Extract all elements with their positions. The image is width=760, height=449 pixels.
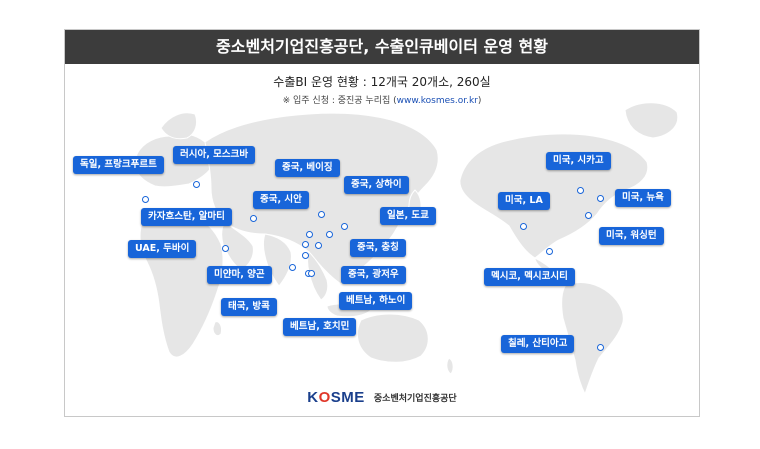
location-label-beijing: 중국, 베이징 xyxy=(275,159,340,177)
location-label-moscow: 러시아, 모스크바 xyxy=(173,146,256,164)
marker-mexicocity xyxy=(546,248,553,255)
marker-hochiminh xyxy=(308,270,315,277)
location-label-yangon: 미얀마, 양곤 xyxy=(207,266,272,284)
location-label-shanghai: 중국, 상하이 xyxy=(344,176,409,194)
location-label-tokyo: 일본, 도쿄 xyxy=(380,207,436,225)
marker-santiago xyxy=(597,344,604,351)
marker-almaty xyxy=(250,215,257,222)
logo-org-name: 중소벤처기업진흥공단 xyxy=(373,394,457,404)
location-label-hochiminh: 베트남, 호치민 xyxy=(283,318,357,336)
location-label-chicago: 미국, 시카고 xyxy=(546,152,611,170)
marker-newyork xyxy=(597,195,604,202)
marker-hanoi xyxy=(302,252,309,259)
location-label-almaty: 카자흐스탄, 알마티 xyxy=(141,208,232,226)
marker-tokyo xyxy=(341,223,348,230)
location-label-chongqing: 중국, 충칭 xyxy=(350,239,406,257)
kosmes-logo: KOSME 중소벤처기업진흥공단 xyxy=(65,387,699,406)
marker-dubai xyxy=(222,245,229,252)
location-label-newyork: 미국, 뉴욕 xyxy=(615,189,671,207)
location-label-santiago: 칠레, 산티아고 xyxy=(501,335,575,353)
marker-chicago xyxy=(577,187,584,194)
marker-xian xyxy=(306,231,313,238)
note-suffix: ) xyxy=(477,96,482,106)
marker-chongqing xyxy=(302,241,309,248)
location-label-la: 미국, LA xyxy=(498,192,550,210)
location-label-hanoi: 베트남, 하노이 xyxy=(339,292,413,310)
kosmes-website-link[interactable]: www.kosmes.or.kr xyxy=(396,96,478,106)
logo-wordmark: KOSME xyxy=(307,389,365,406)
operation-summary: 수출BI 운영 현황 : 12개국 20개소, 260실 xyxy=(273,75,491,89)
application-note: ※ 입주 신청 : 중진공 누리집 (www.kosmes.or.kr) xyxy=(65,93,699,106)
marker-guangzhou xyxy=(315,242,322,249)
location-label-frankfurt: 독일, 프랑크푸르트 xyxy=(73,156,164,174)
location-label-dubai: UAE, 두바이 xyxy=(128,240,197,258)
location-label-bangkok: 태국, 방콕 xyxy=(221,298,277,316)
marker-frankfurt xyxy=(142,196,149,203)
location-label-mexicocity: 멕시코, 멕시코시티 xyxy=(484,268,575,286)
marker-shanghai xyxy=(326,231,333,238)
marker-yangon xyxy=(289,264,296,271)
marker-washington xyxy=(585,212,592,219)
location-label-guangzhou: 중국, 광저우 xyxy=(341,266,406,284)
marker-beijing xyxy=(318,211,325,218)
marker-la xyxy=(520,223,527,230)
infographic-frame: 중소벤처기업진흥공단, 수출인큐베이터 운영 현황 수출BI 운영 현황 : 1… xyxy=(64,29,700,417)
note-prefix: ※ 입주 신청 : 중진공 누리집 ( xyxy=(282,96,397,106)
location-label-washington: 미국, 워싱턴 xyxy=(599,227,664,245)
page-title: 중소벤처기업진흥공단, 수출인큐베이터 운영 현황 xyxy=(65,30,699,64)
marker-moscow xyxy=(193,181,200,188)
location-label-xian: 중국, 시안 xyxy=(253,191,309,209)
